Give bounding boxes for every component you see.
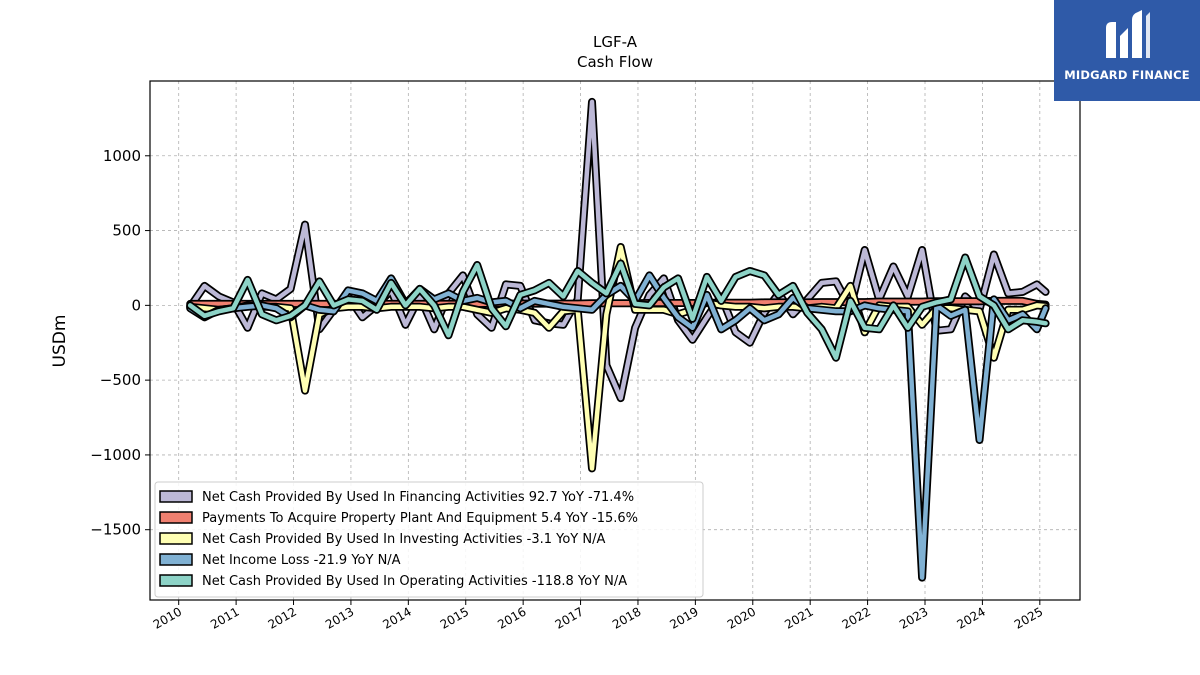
legend-swatch xyxy=(159,511,193,524)
x-tick-label: 2022 xyxy=(840,604,873,631)
legend-label: Net Cash Provided By Used In Financing A… xyxy=(202,490,634,505)
y-tick-label: 0 xyxy=(131,296,141,314)
x-tick-label: 2012 xyxy=(266,604,299,631)
x-tick-label: 2023 xyxy=(897,604,930,631)
brand-name: MIDGARD FINANCE xyxy=(1064,68,1190,82)
y-tick-label: −1500 xyxy=(90,521,141,539)
legend-label: Net Cash Provided By Used In Operating A… xyxy=(202,574,627,589)
y-tick-label: −500 xyxy=(100,371,141,389)
x-tick-label: 2017 xyxy=(553,604,586,631)
midgard-mark-icon xyxy=(1106,10,1150,58)
legend-swatch xyxy=(159,574,193,587)
series-line xyxy=(187,273,1048,580)
plot-frame xyxy=(149,80,1081,601)
legend-label: Net Cash Provided By Used In Investing A… xyxy=(202,532,605,547)
x-tick-label: 2021 xyxy=(782,604,815,631)
legend-swatch xyxy=(159,490,193,503)
series-lines xyxy=(186,97,1050,582)
legend: Net Cash Provided By Used In Financing A… xyxy=(154,481,704,598)
series-4 xyxy=(186,253,1050,362)
y-axis-label: USDm xyxy=(50,315,70,368)
chart-title: LGF-A xyxy=(593,33,638,51)
x-tick-label: 2020 xyxy=(725,604,758,631)
x-tick-label: 2018 xyxy=(610,604,643,631)
legend-label: Net Income Loss -21.9 YoY N/A xyxy=(202,553,401,568)
legend-box xyxy=(154,481,704,598)
chart-subtitle: Cash Flow xyxy=(577,53,653,71)
x-tick-label: 2024 xyxy=(954,604,987,631)
series-line xyxy=(187,255,1048,360)
x-tick-label: 2011 xyxy=(208,604,241,631)
x-tick-label: 2025 xyxy=(1012,604,1045,631)
x-tick-label: 2015 xyxy=(438,604,471,631)
legend-swatch xyxy=(159,553,193,566)
x-tick-label: 2013 xyxy=(323,604,356,631)
y-tick-label: 500 xyxy=(112,222,141,240)
y-tick-label: 1000 xyxy=(103,147,141,165)
x-tick-label: 2014 xyxy=(380,604,413,631)
brand-logo: MIDGARD FINANCE xyxy=(1054,0,1200,101)
x-tick-label: 2010 xyxy=(151,604,184,631)
y-tick-label: −1000 xyxy=(90,446,141,464)
series-3 xyxy=(186,271,1050,582)
series-1 xyxy=(186,296,1050,309)
x-tick-label: 2019 xyxy=(667,604,700,631)
x-tick-label: 2016 xyxy=(495,604,528,631)
legend-label: Payments To Acquire Property Plant And E… xyxy=(202,511,638,526)
legend-swatch xyxy=(159,532,193,545)
